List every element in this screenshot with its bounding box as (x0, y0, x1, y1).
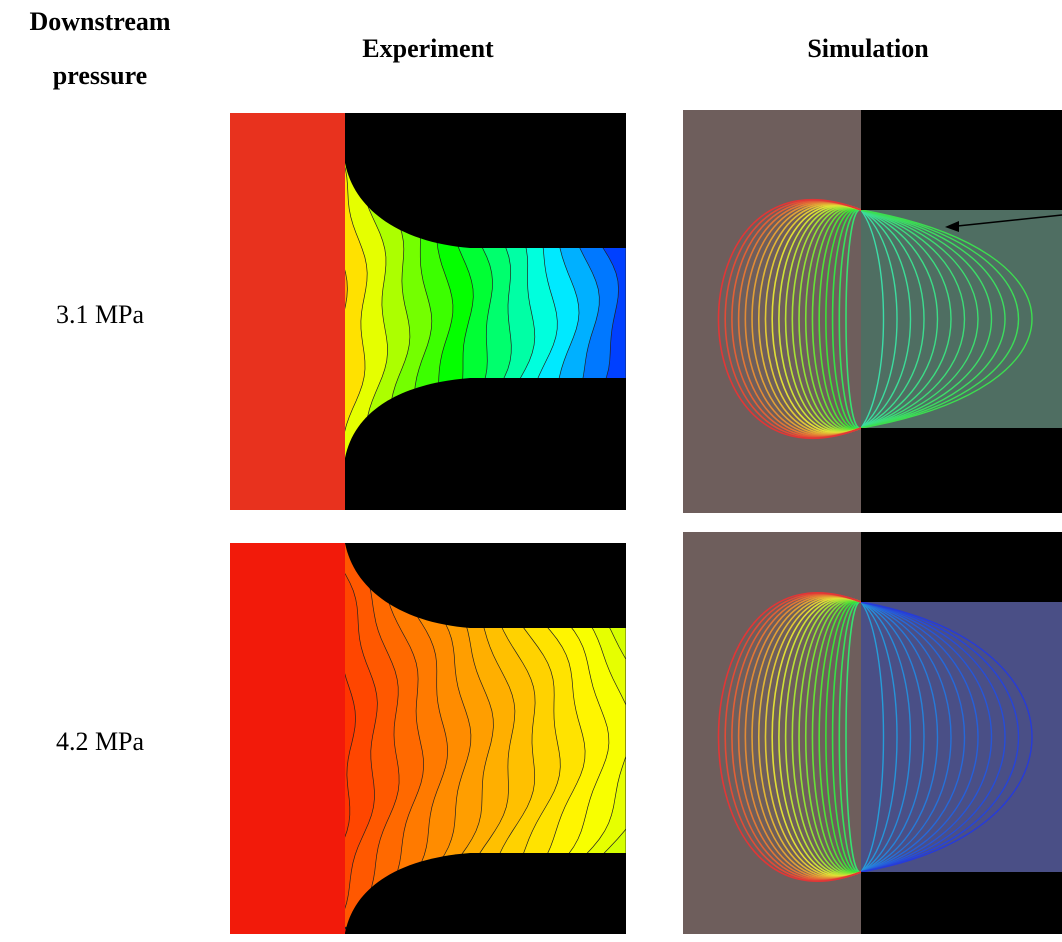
wall (861, 428, 1062, 513)
column-header: Experiment (278, 34, 578, 64)
row-label: 3.1 MPa (20, 300, 180, 330)
figure: Downstream pressure Experiment Simulatio… (0, 0, 1062, 942)
simulation-image (683, 532, 1062, 934)
wall (861, 532, 1062, 602)
column-header: Downstream pressure (20, 0, 180, 103)
inlet (230, 113, 345, 510)
row-label: 4.2 MPa (20, 727, 180, 757)
experiment-image (230, 113, 626, 510)
simulation-image (683, 110, 1062, 513)
wall (861, 872, 1062, 934)
column-header: Simulation (718, 34, 1018, 64)
inlet (230, 543, 345, 934)
experiment-image (230, 543, 626, 934)
wall (861, 110, 1062, 210)
